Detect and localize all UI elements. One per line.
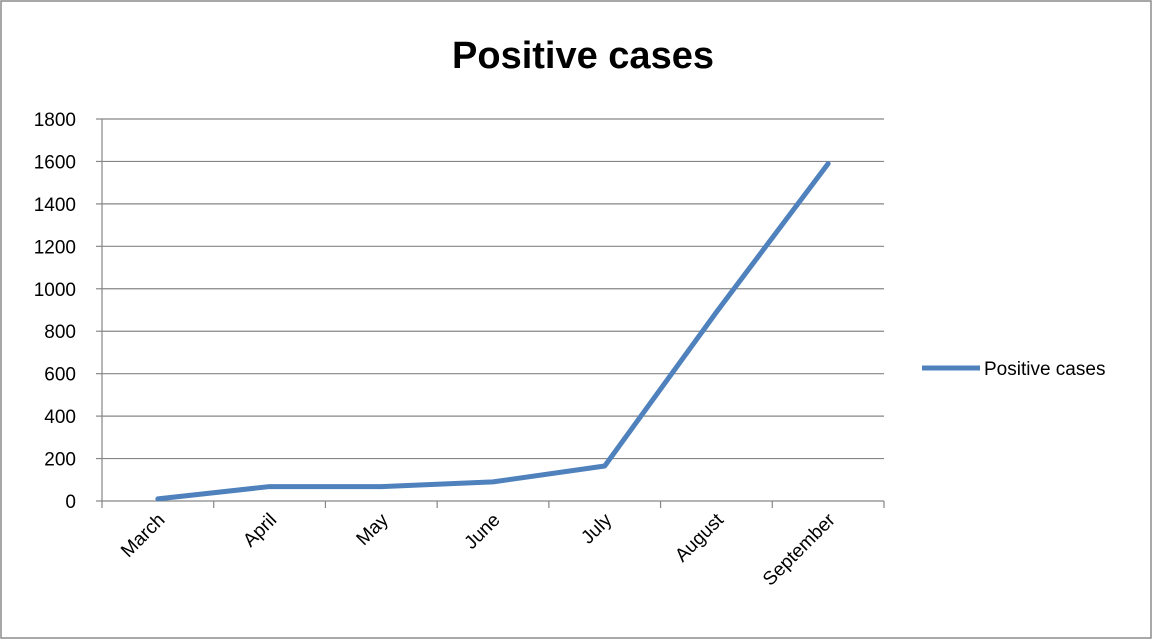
gridlines (102, 118, 884, 460)
y-tick-label: 400 (44, 407, 76, 428)
axes (96, 118, 885, 508)
y-tick-label: 1600 (34, 152, 76, 173)
series-line (155, 161, 831, 502)
y-tick-label: 1200 (34, 237, 76, 258)
y-tick-labels: 0 200 400 600 800 1000 1200 1400 1600 1800 (34, 110, 76, 513)
y-tick-label: 1000 (34, 280, 76, 301)
y-tick-label: 0 (65, 492, 76, 513)
series-layer (155, 161, 831, 502)
chart-title: Positive cases (452, 35, 714, 77)
y-tick-label: 800 (44, 322, 76, 343)
legend: Positive cases (922, 359, 1105, 380)
legend-label: Positive cases (984, 359, 1105, 380)
y-tick-label: 600 (44, 365, 76, 386)
y-tick-label: 1800 (34, 110, 76, 131)
y-tick-label: 200 (44, 450, 76, 471)
y-tick-label: 1400 (34, 195, 76, 216)
